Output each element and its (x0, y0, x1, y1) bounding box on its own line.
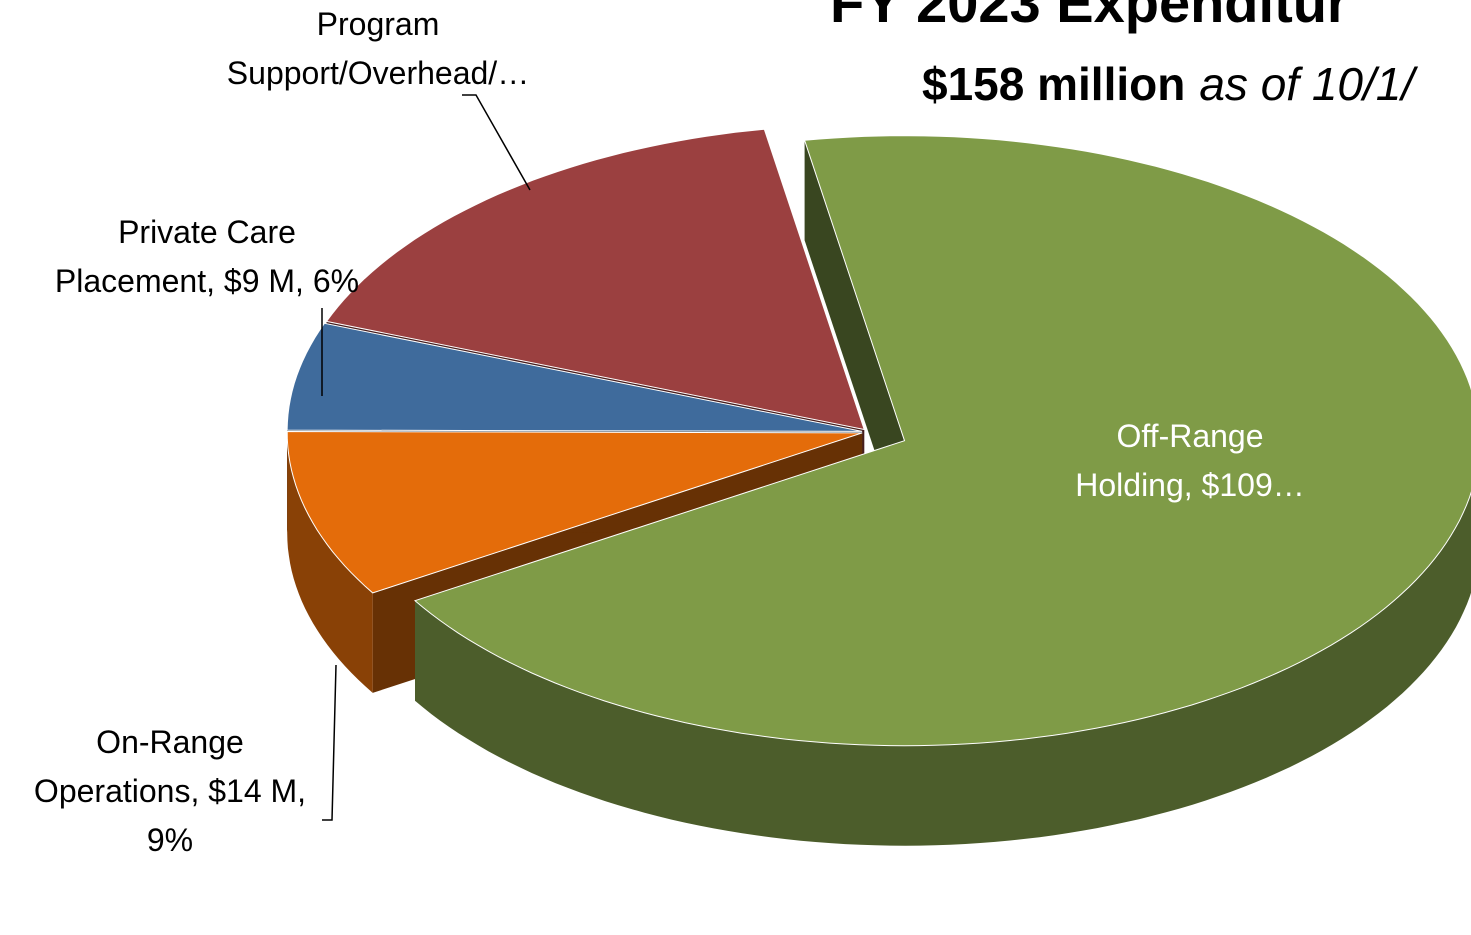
subtitle-amount: $158 million (922, 58, 1185, 110)
slice-label: Program Support/Overhead/… (226, 6, 530, 91)
slice (286, 322, 863, 432)
slice-side (415, 492, 1471, 846)
slice-label: Private Care Placement, $9 M, 6% (54, 214, 360, 299)
slice (286, 430, 863, 594)
chart-title: FY 2023 Expenditur (830, 0, 1349, 34)
subtitle-note: as of 10/1/ (1199, 58, 1418, 110)
chart-subtitle: $158 million as of 10/1/ (922, 58, 1418, 110)
leader-line (462, 94, 531, 191)
slice-cut-face (804, 140, 905, 541)
pie (286, 128, 1471, 846)
slice (325, 128, 865, 431)
slice-label: Off-Range Holding, $109… (1075, 418, 1305, 503)
slice-label: On-Range Operations, $14 M, 9% (33, 724, 307, 858)
slice-side (287, 432, 373, 693)
leader-line (322, 664, 337, 821)
slice (413, 135, 1471, 747)
